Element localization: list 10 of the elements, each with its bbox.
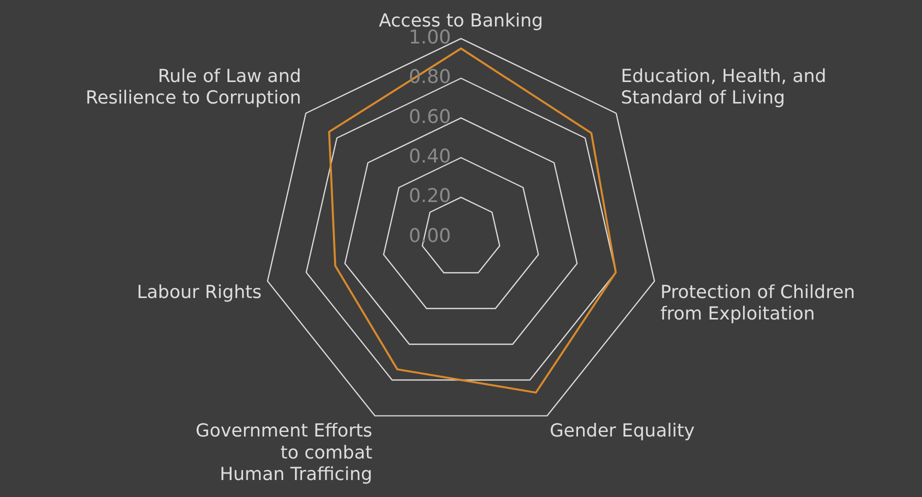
- y-tick-label: 0.40: [408, 146, 451, 168]
- y-tick-label: 1.00: [408, 26, 451, 48]
- spoke-label: Labour Rights: [136, 282, 262, 303]
- y-tick-label: 0.60: [408, 106, 451, 128]
- spoke-label: Education, Health, and Standard of Living: [620, 66, 826, 108]
- spoke-label: Protection of Children from Exploitation: [660, 282, 856, 325]
- y-tick-label: 0.20: [408, 185, 451, 208]
- spoke-label: Rule of Law and Resilience to Corruption: [86, 66, 302, 108]
- spoke-label: Government Efforts to combat Human Trafficing: [196, 420, 372, 485]
- spoke-label: Gender Equality: [550, 420, 696, 442]
